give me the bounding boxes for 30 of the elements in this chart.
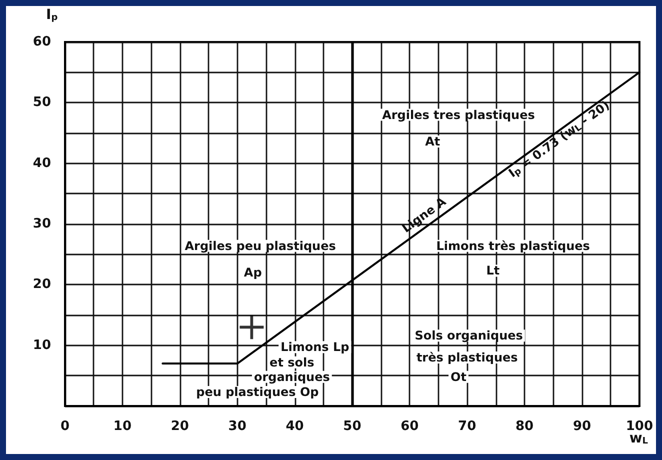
annotation: très plastiques	[416, 350, 518, 364]
x-tick-label: 80	[516, 419, 534, 434]
annotation: Limons très plastiques	[436, 238, 590, 253]
annotation: Argiles tres plastiques	[382, 108, 535, 122]
x-tick-label: 0	[60, 419, 70, 434]
x-tick-label: 20	[170, 419, 189, 434]
x-tick-label: 40	[286, 419, 304, 434]
x-tick-label: 30	[228, 419, 246, 434]
annotation: peu plastiques Op	[196, 385, 320, 400]
x-tick-label: 90	[572, 419, 592, 434]
y-tick-label: 50	[32, 95, 51, 110]
x-tick-label: 70	[458, 419, 476, 434]
y-tick-label: 30	[32, 216, 51, 232]
y-axis-title: Ip	[46, 7, 58, 23]
x-tick-label: 60	[400, 419, 419, 434]
y-tick-label: 10	[32, 338, 51, 353]
y-tick-label: 20	[32, 277, 51, 292]
annotation: organiques	[254, 370, 330, 384]
y-tick-label: 60	[32, 34, 51, 50]
x-tick-label: 50	[343, 419, 362, 434]
annotation: Sols organiques	[414, 328, 523, 343]
annotation: et sols	[270, 355, 314, 370]
annotation: Ot	[450, 370, 467, 384]
annotation: At	[425, 134, 440, 148]
annotation: Limons Lp	[280, 340, 350, 354]
x-tick-label: 10	[113, 419, 132, 434]
annotation: Argiles peu plastiques	[184, 238, 336, 253]
annotation: Lt	[486, 264, 500, 278]
annotation: Ap	[244, 266, 262, 280]
y-tick-label: 40	[32, 156, 51, 171]
